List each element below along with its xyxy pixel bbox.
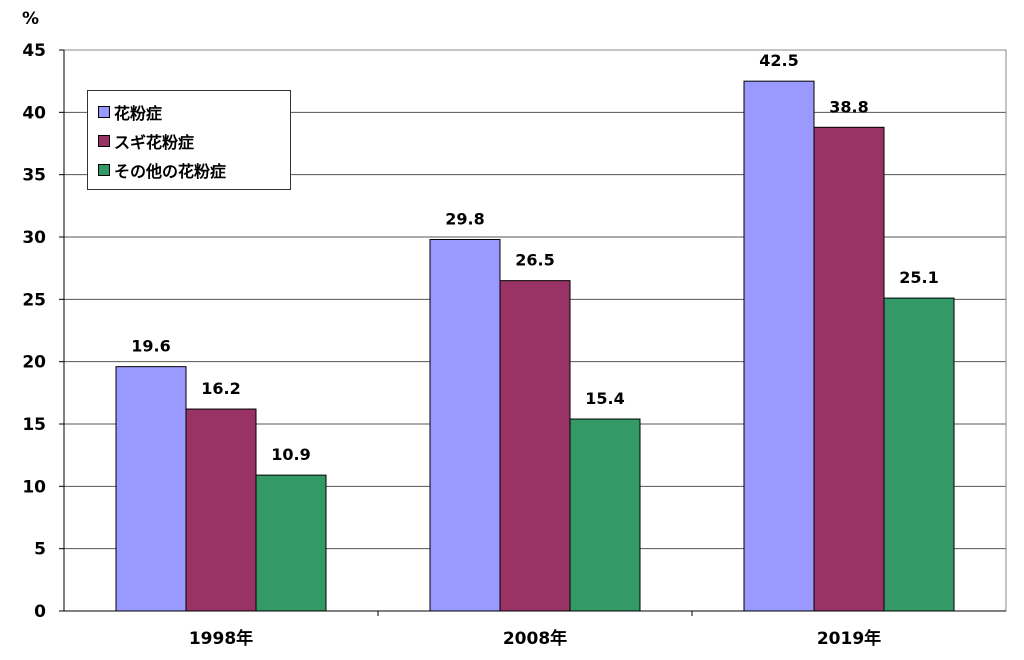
- legend-item-sugi-kafunsho: スギ花粉症: [98, 126, 290, 155]
- bar: [255, 474, 327, 612]
- data-label: 15.4: [585, 389, 624, 408]
- data-label: 42.5: [759, 51, 798, 70]
- data-label: 25.1: [899, 268, 938, 287]
- bars: [115, 80, 955, 612]
- y-tick-label: 45: [22, 41, 46, 61]
- bar: [185, 408, 257, 612]
- x-tick-label: 1998年: [189, 628, 253, 649]
- y-tick-label: 5: [34, 540, 46, 560]
- y-axis-unit: %: [22, 9, 39, 29]
- legend-item-kafunsho: 花粉症: [98, 97, 290, 126]
- data-label: 29.8: [445, 209, 484, 228]
- data-label: 16.2: [201, 379, 240, 398]
- data-label: 10.9: [271, 445, 310, 464]
- bar: [813, 126, 885, 612]
- legend: 花粉症 スギ花粉症 その他の花粉症: [87, 90, 291, 190]
- data-label: 19.6: [131, 337, 170, 356]
- y-tick-labels: 0 5 10 15 20 25 30 35 40 45: [22, 41, 46, 622]
- y-tick-label: 20: [22, 353, 46, 373]
- y-tick-label: 25: [22, 290, 46, 310]
- y-tick-label: 40: [22, 103, 46, 123]
- legend-swatch: [98, 105, 110, 118]
- x-tick-label: 2019年: [817, 628, 881, 649]
- y-tick-label: 30: [22, 228, 46, 248]
- x-tick-label: 2008年: [503, 628, 567, 649]
- y-tick-label: 15: [22, 415, 46, 435]
- legend-label: 花粉症: [114, 103, 163, 123]
- legend-label: その他の花粉症: [114, 161, 227, 181]
- legend-item-other-kafunsho: その他の花粉症: [98, 155, 290, 184]
- axes: [59, 49, 1007, 616]
- legend-label: スギ花粉症: [114, 132, 195, 152]
- legend-swatch: [98, 163, 110, 176]
- data-label: 38.8: [829, 97, 868, 116]
- bar: [115, 366, 187, 612]
- x-tick-labels: 1998年 2008年 2019年: [189, 628, 881, 649]
- bar: [429, 238, 501, 612]
- legend-swatch: [98, 134, 110, 147]
- bar: [743, 80, 815, 612]
- y-tick-label: 10: [22, 477, 46, 497]
- bar: [569, 418, 641, 612]
- y-tick-label: 35: [22, 166, 46, 186]
- data-labels: 19.6 16.2 10.9 29.8 26.5 15.4 42.5 38.8 25.1: [131, 51, 938, 464]
- y-tick-label: 0: [34, 602, 46, 622]
- bar: [883, 297, 955, 612]
- bar: [499, 280, 571, 612]
- data-label: 26.5: [515, 251, 554, 270]
